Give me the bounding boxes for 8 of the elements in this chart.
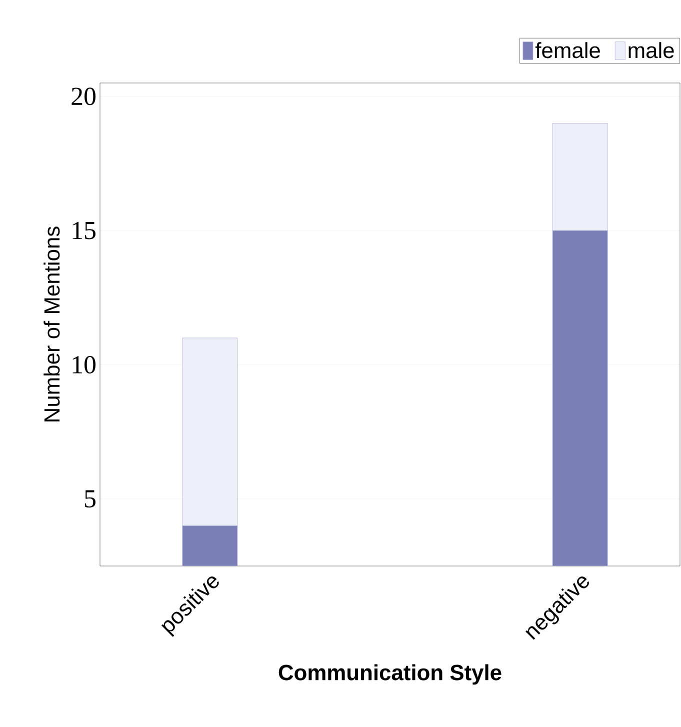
y-tick-label: 5: [85, 490, 96, 508]
y-tick-label: 10: [72, 356, 96, 374]
y-axis-title: Number of Mentions: [44, 226, 60, 422]
y-tick-label: 15: [72, 222, 96, 240]
legend-label: female: [535, 42, 600, 58]
legend-label: male: [628, 42, 674, 58]
y-tick-label: 20: [72, 88, 96, 106]
x-axis-title: Communication Style: [278, 664, 502, 685]
